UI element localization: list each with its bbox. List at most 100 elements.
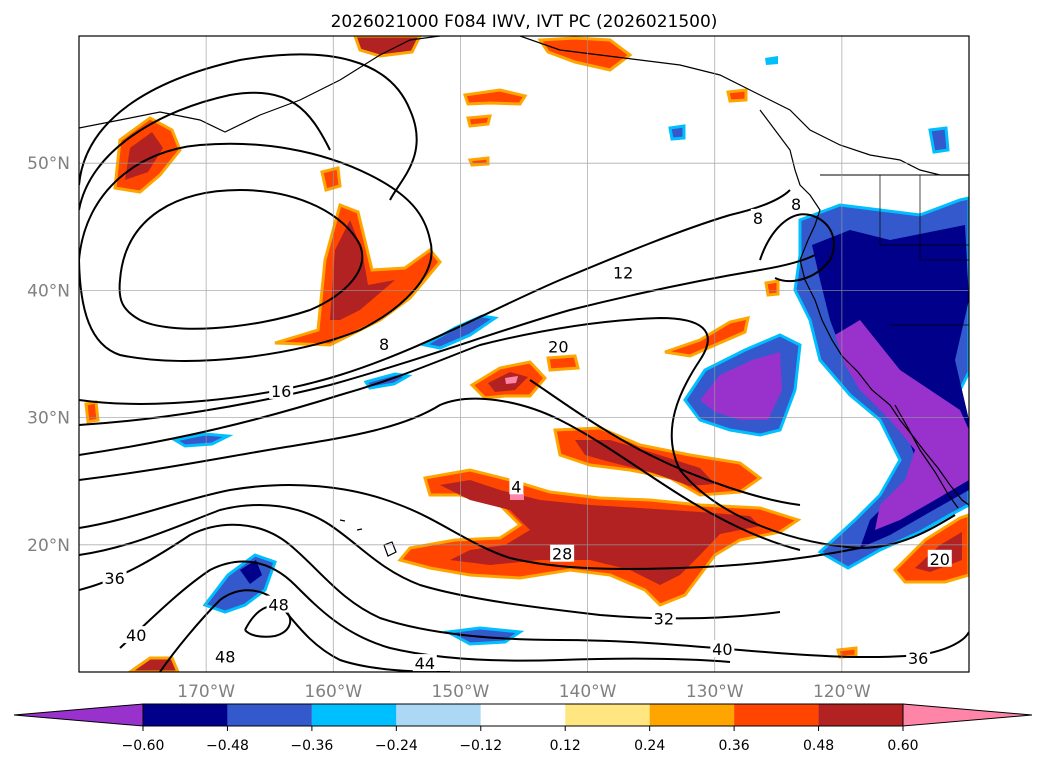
contour-20-inner bbox=[529, 379, 801, 506]
lon-tick-label: 120°W bbox=[813, 682, 871, 702]
contour-label-bg bbox=[611, 263, 636, 281]
contour-north-loop bbox=[79, 91, 331, 211]
hawaii-islands bbox=[339, 519, 397, 557]
contour-label-bg bbox=[377, 334, 392, 352]
contour-label: 48 bbox=[215, 648, 235, 667]
colorbar-tick-label: −0.60 bbox=[122, 738, 165, 754]
anomaly-patch-west-coast-purple bbox=[835, 320, 969, 530]
lat-tick-label: 40°N bbox=[27, 281, 70, 301]
contour-label: 12 bbox=[613, 264, 633, 283]
contour-48-inner bbox=[244, 605, 292, 638]
anomaly-patch-south-band-pink bbox=[510, 493, 524, 500]
colorbar-segment bbox=[311, 704, 397, 726]
contour-label-bg bbox=[412, 654, 437, 672]
anomaly-patch-aleutian-south-core bbox=[330, 220, 395, 320]
contour-label-bg bbox=[266, 595, 291, 613]
anomaly-patch-mid-small bbox=[764, 279, 780, 297]
contour-label: 8 bbox=[791, 195, 801, 214]
lon-tick-label: 170°W bbox=[177, 682, 235, 702]
colorbar-tick-label: 0.60 bbox=[887, 738, 918, 754]
contour-label: 36 bbox=[104, 569, 124, 588]
lat-tick-label: 30°N bbox=[27, 409, 70, 429]
lon-tick-label: 130°W bbox=[686, 682, 744, 702]
contour-12 bbox=[79, 189, 791, 405]
contour-label: 40 bbox=[126, 626, 146, 645]
colorbar-tick-label: −0.12 bbox=[459, 738, 502, 754]
anomaly-patch-aleutian-west-core bbox=[125, 132, 163, 180]
lat-tick-label: 20°N bbox=[27, 536, 70, 556]
anomaly-patch-small-north-4 bbox=[726, 88, 748, 103]
colorbar-segment bbox=[565, 704, 650, 726]
contour-label-bg bbox=[906, 649, 931, 667]
anomaly-patch-west-edge bbox=[84, 400, 100, 424]
colorbar-extend-left bbox=[13, 703, 144, 727]
coastline-baja bbox=[894, 404, 959, 509]
colorbar-tick-label: 0.24 bbox=[634, 738, 665, 754]
coastline-alaska bbox=[79, 36, 969, 176]
lon-tick-label: 160°W bbox=[304, 682, 362, 702]
anomaly-patch-hawaii-west-navy bbox=[240, 560, 262, 584]
anomaly-patch-south-band-core bbox=[440, 480, 760, 585]
lon-tick-label: 150°W bbox=[432, 682, 490, 702]
colorbar-segment bbox=[227, 704, 312, 726]
anomaly-patch-small-north-3 bbox=[467, 156, 490, 167]
coastline-bc bbox=[759, 109, 821, 241]
colorbar-segment bbox=[480, 704, 566, 726]
contour-labels: 12 20 8 16 8 8 4 28 36 48 40 48 44 32 40 36 20 bbox=[102, 194, 952, 673]
anomaly-patch-gulf-alaska-2 bbox=[537, 36, 633, 72]
contour-label-bg bbox=[789, 194, 804, 212]
lat-tick-labels: 20°N 30°N 40°N 50°N bbox=[27, 154, 70, 556]
colorbar-tick-label: 0.36 bbox=[719, 738, 750, 754]
anomaly-patch-small-west-2 bbox=[170, 432, 234, 448]
anomaly-patch-alaska-1 bbox=[928, 126, 950, 154]
contour-coast-loop bbox=[759, 213, 835, 282]
anomaly-patch-east-mid bbox=[664, 316, 750, 358]
contour-aleutian-low bbox=[79, 53, 418, 201]
anomaly-patch-offshore-purple bbox=[700, 352, 782, 420]
contour-label: 36 bbox=[908, 649, 928, 668]
lon-tick-labels: 170°W 160°W 150°W 140°W 130°W 120°W bbox=[177, 682, 871, 702]
map-frame bbox=[78, 35, 970, 673]
anomaly-patch-bering bbox=[353, 36, 422, 58]
contour-label: 4 bbox=[511, 477, 521, 496]
anomaly-patch-central-band-core bbox=[575, 440, 715, 486]
contour-label: 20 bbox=[930, 550, 950, 569]
contour-label-bg bbox=[509, 477, 524, 495]
contour-16 bbox=[79, 254, 816, 426]
contour-label-bg bbox=[102, 568, 127, 586]
anomaly-patch-gulf-alaska-1 bbox=[463, 88, 528, 106]
contour-label-bg bbox=[546, 337, 571, 355]
contour-24 bbox=[79, 397, 801, 551]
colorbar-segment bbox=[143, 704, 228, 726]
contour-label: 8 bbox=[379, 335, 389, 354]
figure-title: 2026021000 F084 IWV, IVT PC (2026021500) bbox=[331, 12, 718, 32]
contour-label-bg bbox=[927, 549, 952, 567]
anomaly-patch-small-north-1 bbox=[320, 166, 342, 192]
contour-label-bg bbox=[550, 544, 575, 562]
colorbar-segment bbox=[649, 704, 735, 726]
anomaly-patch-alaska-3 bbox=[765, 56, 778, 65]
contour-label: 16 bbox=[271, 382, 291, 401]
contour-label-bg bbox=[750, 208, 765, 226]
anomaly-patch-small-mid bbox=[546, 354, 580, 372]
anomaly-patch-subtropical-mid-pink bbox=[505, 376, 518, 384]
anomaly-patch-far-southwest bbox=[127, 656, 180, 672]
contour-label-bg bbox=[651, 609, 676, 627]
colorbar-tick-label: −0.24 bbox=[375, 738, 418, 754]
colorbar-segment bbox=[734, 704, 819, 726]
colorbar-extend-right bbox=[902, 703, 1033, 727]
anomaly-patch-south-small bbox=[443, 626, 525, 646]
state-borders bbox=[879, 175, 969, 326]
contour-label: 8 bbox=[753, 209, 763, 228]
contour-label-bg bbox=[269, 381, 294, 399]
contour-8-outer bbox=[79, 142, 433, 362]
contour-label: 44 bbox=[415, 654, 435, 673]
contour-label: 20 bbox=[548, 337, 568, 356]
lat-tick-label: 50°N bbox=[27, 154, 70, 174]
contour-label-bg bbox=[710, 640, 735, 658]
map-panel: 12 20 8 16 8 8 4 28 36 48 40 48 44 32 40 36 20 bbox=[79, 36, 969, 673]
contour-label-bg bbox=[124, 626, 149, 644]
contour-label: 40 bbox=[712, 640, 732, 659]
contour-label-bg bbox=[213, 647, 238, 665]
